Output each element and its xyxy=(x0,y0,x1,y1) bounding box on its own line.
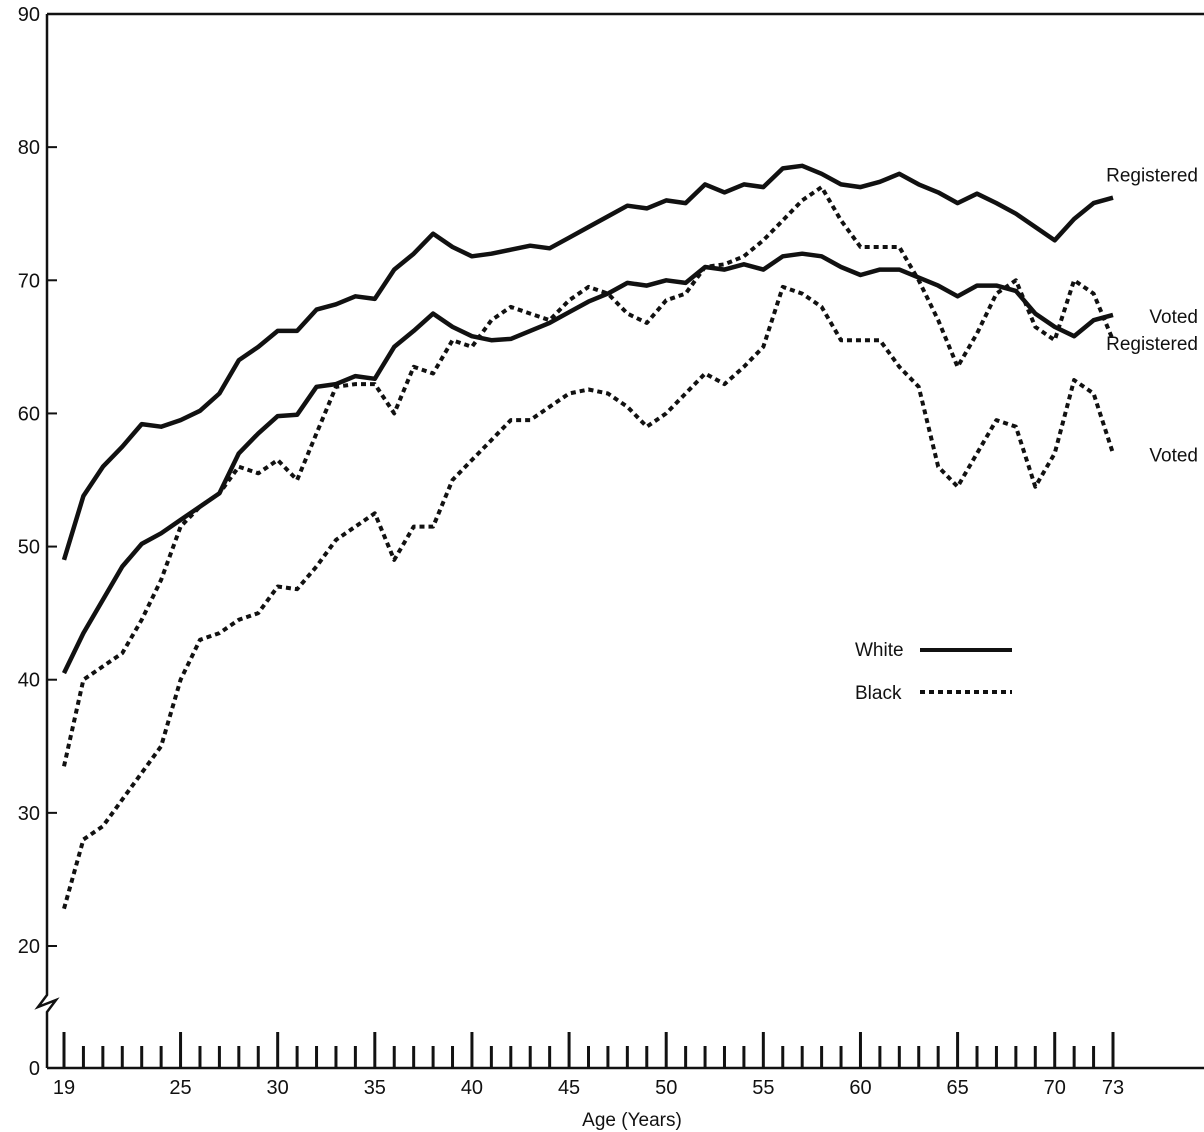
series-layer xyxy=(64,166,1113,909)
end-label-white-voted: Voted xyxy=(1149,307,1198,328)
x-tick-label-45: 45 xyxy=(558,1077,580,1099)
y-tick-label-90: 90 xyxy=(18,4,40,26)
series-line-black-voted xyxy=(64,287,1113,909)
x-tick-label-19: 19 xyxy=(53,1077,75,1099)
y-axis-line-with-break xyxy=(38,14,56,1068)
x-tick-label-60: 60 xyxy=(849,1077,871,1099)
x-axis-title: Age (Years) xyxy=(582,1110,682,1131)
x-tick-label-70: 70 xyxy=(1044,1077,1066,1099)
y-tick-label-0: 0 xyxy=(29,1058,40,1080)
x-tick-label-30: 30 xyxy=(267,1077,289,1099)
y-tick-label-20: 20 xyxy=(18,936,40,958)
y-tick-label-40: 40 xyxy=(18,670,40,692)
end-label-black-voted: Voted xyxy=(1149,445,1198,466)
x-tick-label-50: 50 xyxy=(655,1077,677,1099)
end-label-black-registered: Registered xyxy=(1106,334,1198,355)
y-tick-label-70: 70 xyxy=(18,270,40,292)
x-tick-label-35: 35 xyxy=(364,1077,386,1099)
series-line-white-voted xyxy=(64,254,1113,673)
x-tick-label-40: 40 xyxy=(461,1077,483,1099)
series-end-labels: Registered Voted Registered Voted xyxy=(1106,166,1198,467)
legend-label-black: Black xyxy=(855,683,902,704)
y-tick-label-60: 60 xyxy=(18,403,40,425)
y-tick-label-30: 30 xyxy=(18,803,40,825)
y-tick-label-80: 80 xyxy=(18,137,40,159)
x-tick-label-73: 73 xyxy=(1102,1077,1124,1099)
x-tick-label-65: 65 xyxy=(946,1077,968,1099)
y-tick-label-50: 50 xyxy=(18,537,40,559)
legend-label-white: White xyxy=(855,640,904,661)
plot-frame xyxy=(38,14,1204,1068)
x-tick-label-55: 55 xyxy=(752,1077,774,1099)
y-axis: 0 20 30 40 50 60 70 80 90 xyxy=(18,4,57,1080)
legend: White Black xyxy=(855,640,1012,704)
series-line-black-registered xyxy=(64,187,1113,766)
end-label-white-registered: Registered xyxy=(1106,166,1198,187)
x-axis: 19 25 30 35 40 45 50 55 60 65 70 73 xyxy=(53,1032,1124,1099)
x-tick-label-25: 25 xyxy=(169,1077,191,1099)
